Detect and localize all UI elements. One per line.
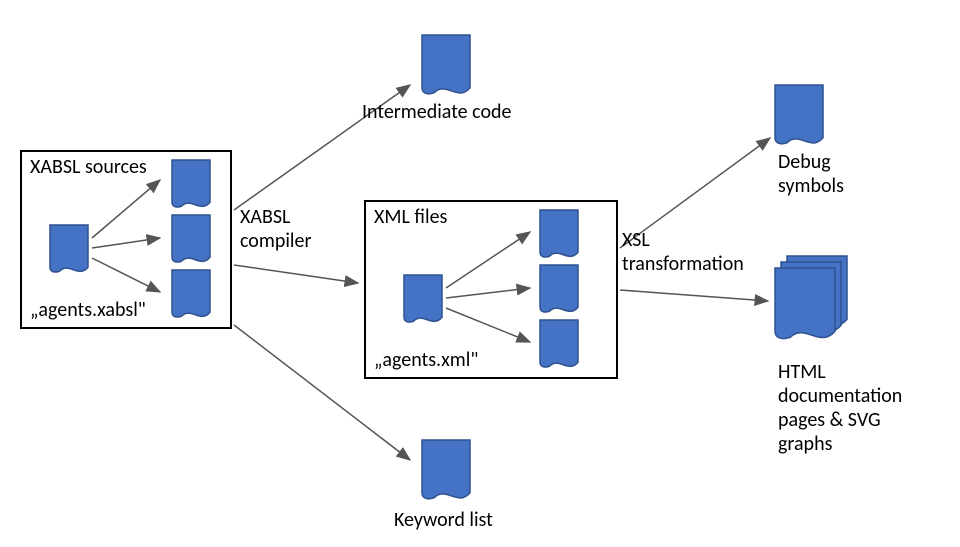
arrow-xsl_mid [620, 290, 768, 301]
agents-xabsl-label: „agents.xabsl" [30, 298, 146, 322]
xsl-l1: XSL [622, 228, 744, 252]
html-l1: HTML [778, 360, 902, 384]
agents-xml-label: „agents.xml" [374, 348, 478, 372]
xsl-transformation-label: XSL transformation [622, 228, 744, 276]
xml-files-label: XML files [374, 205, 447, 229]
xsl-l2: transformation [622, 252, 744, 276]
xabsl-compiler-l1: XABSL [240, 205, 311, 229]
keyword-list-label: Keyword list [394, 508, 493, 532]
doc-intermediate-icon [422, 35, 470, 94]
debug-l2: symbols [778, 174, 844, 198]
doc-keyword-icon [422, 440, 470, 499]
doc-debug-icon [775, 85, 823, 144]
html-l2: documentation [778, 384, 902, 408]
xabsl-sources-label: XABSL sources [30, 155, 147, 179]
debug-l1: Debug [778, 150, 844, 174]
arrow-comp_mid [234, 265, 358, 283]
html-doc-label: HTML documentation pages & SVG graphs [778, 360, 902, 456]
debug-symbols-label: Debug symbols [778, 150, 844, 198]
html-l3: pages & SVG [778, 408, 902, 432]
xabsl-compiler-l2: compiler [240, 229, 311, 253]
diagram-canvas: XABSL sources „agents.xabsl" XABSL compi… [0, 0, 960, 547]
intermediate-code-label: Intermediate code [362, 100, 511, 124]
html-l4: graphs [778, 432, 902, 456]
xabsl-compiler-label: XABSL compiler [240, 205, 311, 253]
doc-html-stack-icon [775, 268, 835, 339]
